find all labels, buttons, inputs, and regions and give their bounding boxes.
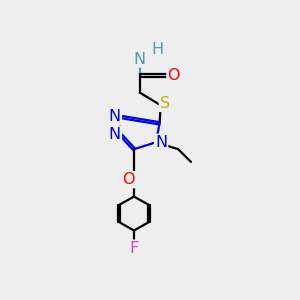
- Text: N: N: [109, 109, 121, 124]
- Text: N: N: [109, 127, 121, 142]
- Text: H: H: [151, 42, 163, 57]
- Text: F: F: [129, 241, 139, 256]
- Text: O: O: [167, 68, 180, 83]
- Text: O: O: [123, 172, 135, 187]
- Text: S: S: [160, 96, 170, 111]
- Text: N: N: [155, 135, 167, 150]
- Text: N: N: [134, 52, 146, 67]
